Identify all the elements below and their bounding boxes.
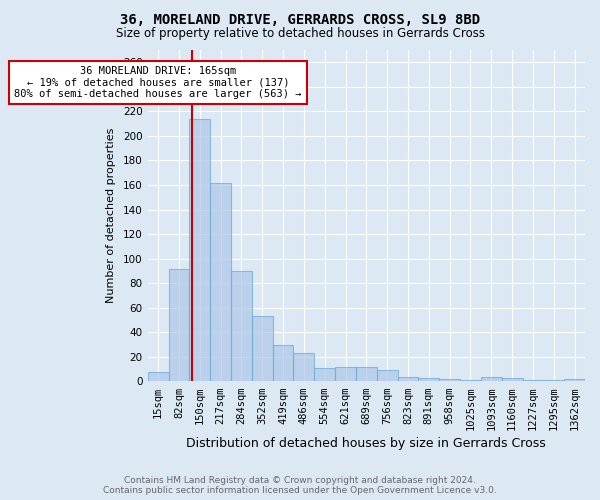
- Bar: [169, 268, 190, 382]
- Bar: [231, 271, 252, 382]
- Bar: [210, 182, 231, 382]
- Bar: [544, 380, 564, 382]
- Bar: [377, 370, 398, 382]
- Bar: [523, 380, 544, 382]
- Bar: [148, 372, 169, 382]
- Bar: [272, 344, 293, 382]
- Text: Contains HM Land Registry data © Crown copyright and database right 2024.
Contai: Contains HM Land Registry data © Crown c…: [103, 476, 497, 495]
- Bar: [252, 316, 272, 382]
- X-axis label: Distribution of detached houses by size in Gerrards Cross: Distribution of detached houses by size …: [187, 437, 546, 450]
- Bar: [502, 378, 523, 382]
- Bar: [398, 376, 418, 382]
- Bar: [314, 368, 335, 382]
- Text: 36, MORELAND DRIVE, GERRARDS CROSS, SL9 8BD: 36, MORELAND DRIVE, GERRARDS CROSS, SL9 …: [120, 12, 480, 26]
- Text: 36 MORELAND DRIVE: 165sqm
← 19% of detached houses are smaller (137)
80% of semi: 36 MORELAND DRIVE: 165sqm ← 19% of detac…: [14, 66, 302, 99]
- Bar: [356, 366, 377, 382]
- Bar: [460, 380, 481, 382]
- Bar: [481, 376, 502, 382]
- Bar: [418, 378, 439, 382]
- Text: Size of property relative to detached houses in Gerrards Cross: Size of property relative to detached ho…: [115, 28, 485, 40]
- Bar: [293, 353, 314, 382]
- Bar: [190, 118, 210, 382]
- Bar: [335, 366, 356, 382]
- Bar: [564, 379, 585, 382]
- Bar: [439, 379, 460, 382]
- Y-axis label: Number of detached properties: Number of detached properties: [106, 128, 116, 304]
